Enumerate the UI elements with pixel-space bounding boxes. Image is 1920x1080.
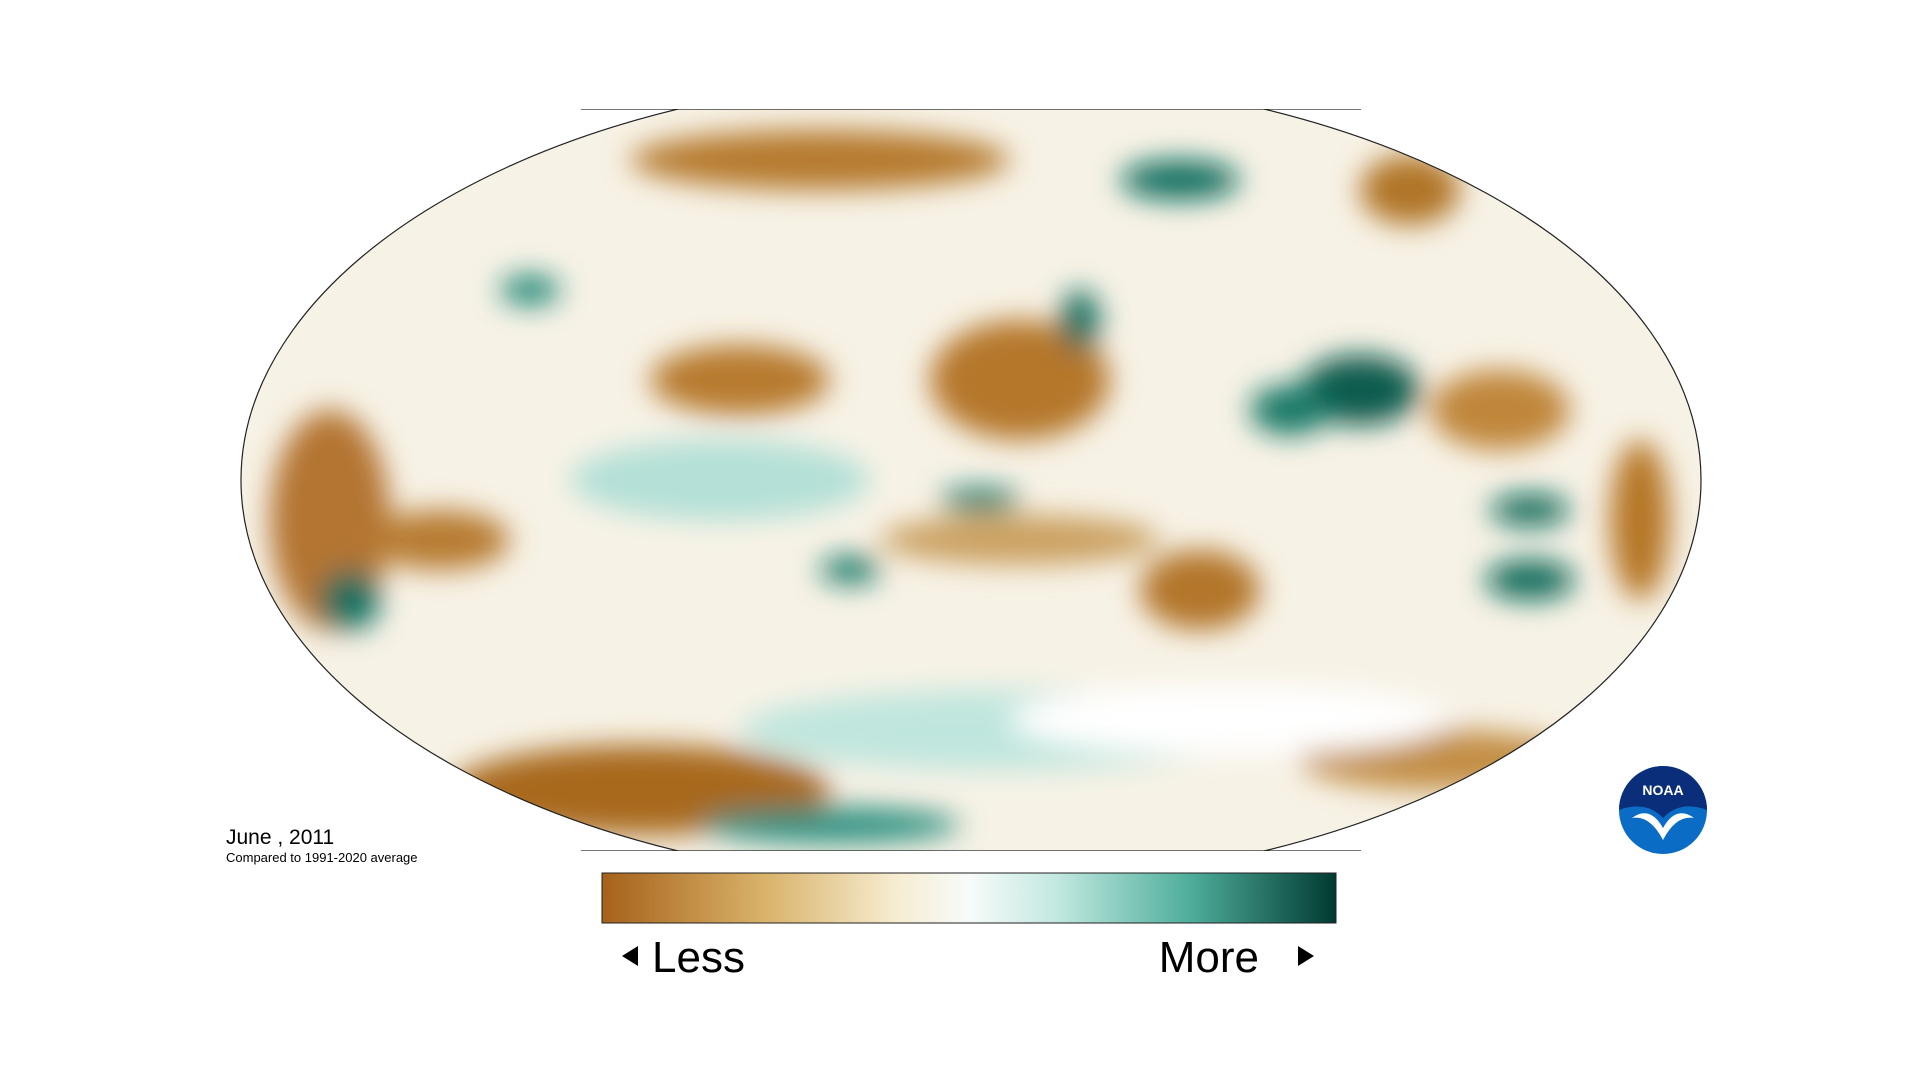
legend-high-label: More bbox=[1159, 933, 1259, 982]
noaa-logo: NOAA bbox=[1619, 766, 1707, 854]
logo-text: NOAA bbox=[1642, 782, 1683, 798]
map-date: June , 2011 bbox=[226, 826, 334, 849]
color-scale bbox=[601, 872, 1337, 924]
map bbox=[240, 109, 1702, 851]
anomaly-field bbox=[270, 130, 1670, 843]
legend-low-label: Less bbox=[652, 933, 745, 982]
less-arrow bbox=[622, 946, 638, 966]
map-subtitle: Compared to 1991-2020 average bbox=[226, 850, 418, 865]
more-arrow bbox=[1298, 946, 1314, 966]
map-outline bbox=[240, 109, 1702, 851]
